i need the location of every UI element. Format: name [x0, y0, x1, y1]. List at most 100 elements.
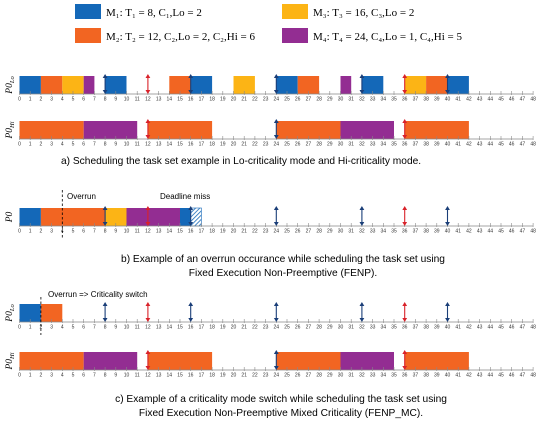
tick-label: 14: [167, 229, 173, 235]
tick-label: 41: [455, 373, 461, 379]
tick-label: 40: [445, 229, 451, 235]
tick-label: 28: [316, 97, 322, 103]
deadline-miss-annotation: Deadline miss: [160, 192, 210, 201]
arrow-head-down: [273, 90, 279, 94]
tick-label: 30: [338, 229, 344, 235]
tick-label: 4: [61, 142, 64, 148]
tick-label: 28: [316, 373, 322, 379]
tick-label: 26: [295, 97, 301, 103]
arrow-head-down: [445, 90, 450, 94]
tick-label: 13: [156, 373, 162, 379]
arrow-head-down: [402, 222, 408, 226]
arrow-head-up: [145, 206, 151, 210]
arrow-head-up: [188, 74, 194, 78]
arrow-head-up: [145, 350, 151, 354]
tick-label: 9: [114, 325, 117, 331]
tick-label: 41: [455, 325, 461, 331]
overrun-annotation: Overrun: [67, 192, 96, 201]
tick-label: 33: [370, 97, 376, 103]
tick-label: 5: [72, 97, 75, 103]
arrow-head-down: [145, 222, 151, 226]
arrow-blue: [273, 206, 279, 226]
tick-label: 7: [93, 229, 96, 235]
block-m1: [276, 76, 298, 94]
tick-label: 1: [29, 97, 32, 103]
tick-label: 20: [231, 229, 237, 235]
tick-label: 20: [231, 97, 237, 103]
arrow-blue: [273, 74, 279, 94]
tick-label: 19: [220, 142, 226, 148]
tick-label: 19: [220, 97, 226, 103]
arrow-head-up: [102, 302, 108, 306]
tick-label: 26: [295, 142, 301, 148]
tick-label: 10: [124, 373, 130, 379]
tick-label: 32: [359, 325, 365, 331]
tick-label: 24: [274, 229, 280, 235]
arrow-head-up: [188, 302, 194, 306]
tick-label: 18: [209, 142, 215, 148]
arrow-head-down: [273, 222, 279, 226]
tick-label: 35: [391, 97, 397, 103]
tick-label: 46: [509, 97, 515, 103]
tick-label: 28: [316, 142, 322, 148]
tick-label: 16: [188, 97, 194, 103]
tick-label: 15: [177, 373, 183, 379]
tick-label: 30: [338, 325, 344, 331]
tick-label: 19: [220, 373, 226, 379]
tick-label: 37: [413, 373, 419, 379]
tick-label: 6: [82, 373, 85, 379]
tick-label: 20: [231, 142, 237, 148]
tick-label: 42: [466, 229, 472, 235]
tick-label: 15: [177, 229, 183, 235]
tick-label: 31: [348, 325, 354, 331]
tick-label: 9: [114, 142, 117, 148]
tick-label: 46: [509, 325, 515, 331]
arrow-head-up: [402, 74, 408, 78]
arrow-head-down: [402, 135, 408, 139]
block-m2: [276, 121, 341, 139]
tick-label: 39: [434, 229, 440, 235]
legend-item-m2: M₂: T₂ = 12, C₂,Lo = 2, C₂,Hi = 6: [75, 28, 255, 43]
tick-label: 47: [520, 373, 526, 379]
tick-label: 21: [241, 373, 247, 379]
block-m4: [83, 76, 95, 94]
tick-label: 21: [241, 325, 247, 331]
tick-label: 24: [274, 325, 280, 331]
tick-label: 33: [370, 229, 376, 235]
arrow-blue: [273, 302, 279, 322]
tick-label: 23: [263, 373, 269, 379]
tick-label: 48: [530, 373, 536, 379]
tick-label: 0: [18, 373, 21, 379]
row-label: P0Lo: [5, 304, 16, 323]
tick-label: 31: [348, 142, 354, 148]
arrow-head-down: [188, 222, 194, 226]
tick-label: 16: [188, 373, 194, 379]
arrow-blue: [102, 206, 108, 226]
tick-label: 10: [124, 142, 130, 148]
tick-label: 42: [466, 325, 472, 331]
tick-label: 29: [327, 373, 333, 379]
tick-label: 11: [135, 97, 140, 103]
block-m2: [19, 352, 84, 370]
row-label: P0Hi: [5, 352, 16, 370]
arrow-red: [145, 302, 151, 322]
tick-label: 3: [50, 229, 53, 235]
block-m2: [40, 208, 106, 226]
arrow-head-down: [102, 222, 108, 226]
tick-label: 34: [381, 142, 387, 148]
block-m4: [340, 76, 352, 94]
tick-label: 0: [18, 229, 21, 235]
tick-label: 19: [220, 229, 226, 235]
tick-label: 36: [402, 142, 408, 148]
tick-label: 13: [156, 142, 162, 148]
tick-label: 3: [50, 373, 53, 379]
tick-label: 6: [82, 325, 85, 331]
tick-label: 16: [188, 229, 194, 235]
tick-label: 7: [93, 373, 96, 379]
row-label: P0Lo: [5, 76, 16, 95]
arrow-head-up: [402, 206, 408, 210]
block-m3: [233, 76, 255, 94]
tick-label: 4: [61, 373, 64, 379]
tick-label: 40: [445, 142, 451, 148]
arrow-blue: [359, 302, 365, 322]
